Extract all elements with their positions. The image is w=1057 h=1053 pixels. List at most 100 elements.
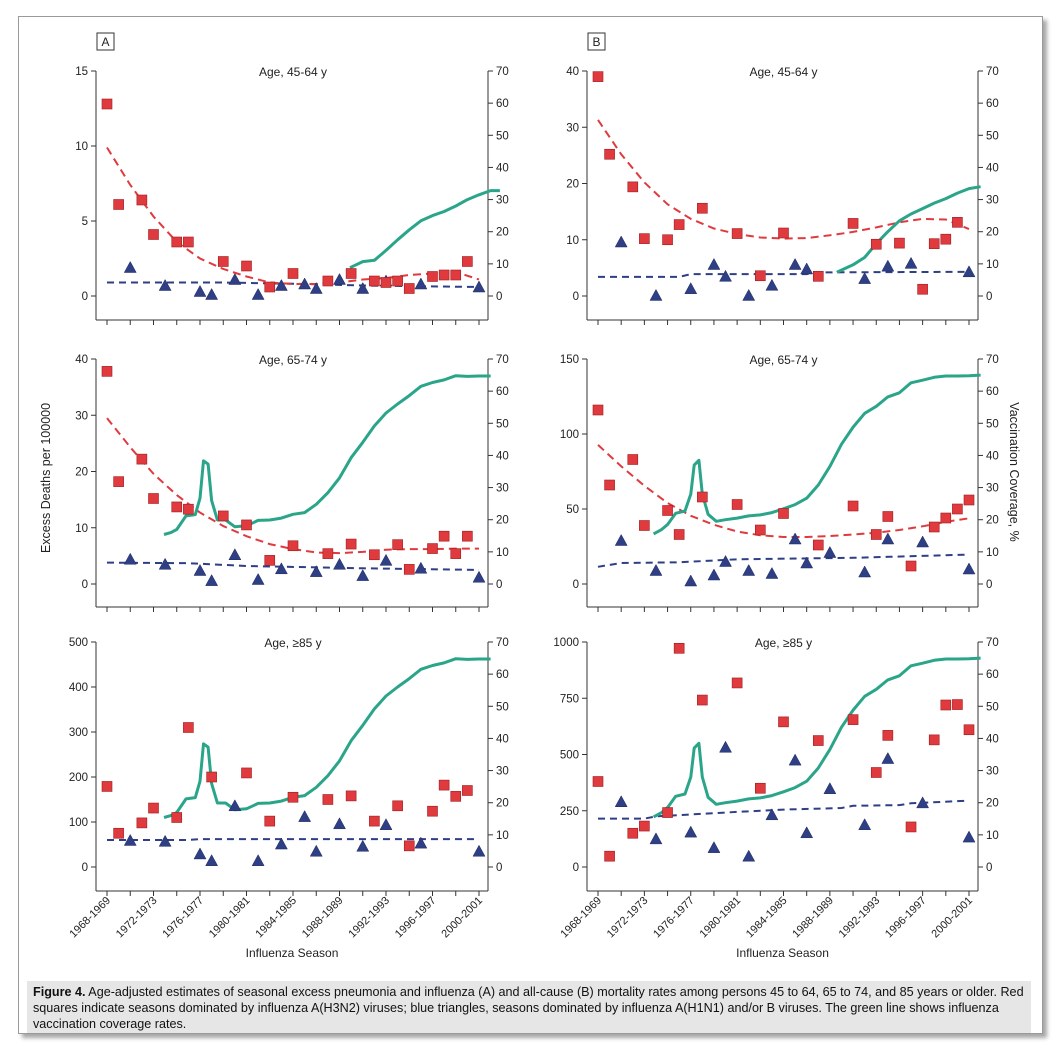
- y-tick-label-left: 0: [573, 291, 579, 303]
- h3n2-square-point: [592, 404, 604, 416]
- x-tick-label: 2000-2001: [439, 895, 485, 941]
- y-tick-label-right: 10: [986, 259, 999, 271]
- h3n2-square-point: [183, 236, 194, 248]
- panel-title: Age, 65-74 y: [749, 353, 817, 367]
- h3n2-square-point: [604, 148, 615, 160]
- y-tick-label-right: 20: [496, 515, 509, 527]
- y-tick-label-right: 50: [986, 701, 999, 713]
- figure-caption: Figure 4. Age-adjusted estimates of seas…: [33, 984, 1031, 1032]
- y-tick-label-right: 60: [496, 669, 509, 681]
- panel-title: Age, 45-64 y: [259, 65, 327, 79]
- h3n2-square-point: [322, 275, 334, 287]
- h1n1-triangle-point: [414, 277, 428, 290]
- y-tick-label-right: 40: [496, 162, 509, 174]
- x-tick-label: 1968-1969: [67, 895, 113, 941]
- x-tick-label: 1996-1997: [393, 895, 439, 941]
- h3n2-square-point: [403, 564, 415, 575]
- h1n1-triangle-point: [379, 818, 393, 830]
- panel-label: A: [101, 35, 109, 49]
- h1n1-triangle-point: [123, 833, 137, 846]
- panel-label-box: [587, 32, 606, 51]
- h3n2-square-point: [148, 802, 159, 814]
- h3n2-trend-line: [597, 119, 970, 240]
- y-tick-label-left: 40: [566, 66, 579, 78]
- y-tick-label-right: 20: [986, 515, 999, 527]
- y-tick-label-right: 60: [986, 669, 999, 681]
- h1n1-triangle-point: [298, 810, 312, 822]
- h3n2-square-point: [697, 694, 708, 706]
- panel-label: B: [592, 35, 600, 49]
- y-tick-label-right: 50: [496, 701, 509, 713]
- h1n1-triangle-point: [962, 562, 976, 575]
- h3n2-square-point: [217, 510, 229, 522]
- y-tick-label-left: 0: [82, 291, 88, 303]
- h3n2-square-point: [241, 767, 252, 779]
- h1n1-triangle-point: [193, 563, 207, 576]
- h1n1-trend-line: [598, 799, 970, 820]
- x-tick-label: 1992-1993: [346, 895, 392, 941]
- h1n1-triangle-point: [858, 818, 872, 830]
- h3n2-square-point: [427, 271, 438, 282]
- h1n1-triangle-point: [356, 569, 370, 581]
- y-tick-label-right: 50: [496, 418, 509, 430]
- h1n1-triangle-point: [707, 841, 721, 853]
- h1n1-triangle-point: [649, 832, 663, 845]
- h3n2-square-point: [778, 716, 789, 728]
- h1n1-triangle-point: [309, 565, 323, 577]
- y-tick-label-left: 30: [75, 410, 88, 422]
- h1n1-triangle-point: [193, 847, 207, 860]
- h3n2-square-point: [206, 771, 217, 783]
- h1n1-triangle-point: [274, 837, 288, 850]
- h3n2-square-point: [403, 840, 415, 852]
- h3n2-square-point: [882, 730, 894, 741]
- y-tick-label-left: 0: [573, 862, 579, 874]
- h3n2-square-point: [148, 229, 159, 240]
- h1n1-triangle-point: [881, 532, 895, 545]
- y-tick-label-right: 20: [496, 227, 509, 239]
- figure-frame: [18, 16, 1043, 1034]
- h3n2-square-point: [427, 805, 438, 817]
- h3n2-square-point: [113, 827, 124, 839]
- h3n2-square-point: [345, 268, 357, 279]
- h3n2-square-point: [952, 217, 963, 228]
- x-axis-label: Influenza Season: [736, 946, 829, 960]
- y-tick-label-left: 100: [69, 817, 88, 829]
- h3n2-square-point: [928, 734, 940, 746]
- y-tick-label-right: 10: [496, 259, 509, 271]
- h3n2-square-point: [369, 275, 380, 287]
- h3n2-square-point: [183, 503, 194, 515]
- h1n1-triangle-point: [228, 548, 242, 560]
- caption-background: [27, 981, 1031, 1033]
- h3n2-square-point: [639, 820, 650, 832]
- h1n1-triangle-point: [228, 799, 242, 812]
- y-tick-label-left: 20: [75, 467, 88, 479]
- h1n1-triangle-point: [788, 257, 802, 270]
- h3n2-square-point: [731, 677, 743, 689]
- h3n2-square-point: [136, 194, 148, 206]
- chart-panel-3: 0 10 20 30 40 0 10 20 30 40 50 60 70 Age, 65-74 y: [75, 353, 509, 612]
- y-tick-label-right: 0: [496, 291, 502, 303]
- h3n2-square-point: [462, 256, 473, 267]
- vaccination-coverage-line: [349, 189, 500, 270]
- h1n1-triangle-point: [684, 282, 698, 294]
- y-tick-label-left: 150: [560, 354, 579, 366]
- h3n2-square-point: [322, 794, 334, 805]
- h3n2-square-point: [778, 508, 789, 519]
- h1n1-triangle-point: [823, 782, 837, 794]
- h3n2-square-point: [369, 549, 380, 561]
- x-tick-label: 2000-2001: [929, 895, 975, 941]
- y-tick-label-right: 10: [496, 830, 509, 842]
- y-tick-label-right: 0: [496, 862, 502, 874]
- h1n1-triangle-point: [123, 552, 137, 565]
- h1n1-triangle-point: [333, 557, 346, 570]
- y-tick-label-right: 0: [496, 579, 502, 591]
- h3n2-square-point: [287, 540, 299, 552]
- h3n2-square-point: [940, 233, 952, 245]
- y-tick-label-right: 70: [496, 637, 509, 649]
- h3n2-square-point: [183, 722, 194, 733]
- h3n2-square-point: [427, 543, 438, 554]
- h1n1-trend-line: [107, 838, 479, 841]
- x-tick-label: 1988-1989: [300, 895, 346, 941]
- y-tick-label-right: 30: [986, 195, 999, 207]
